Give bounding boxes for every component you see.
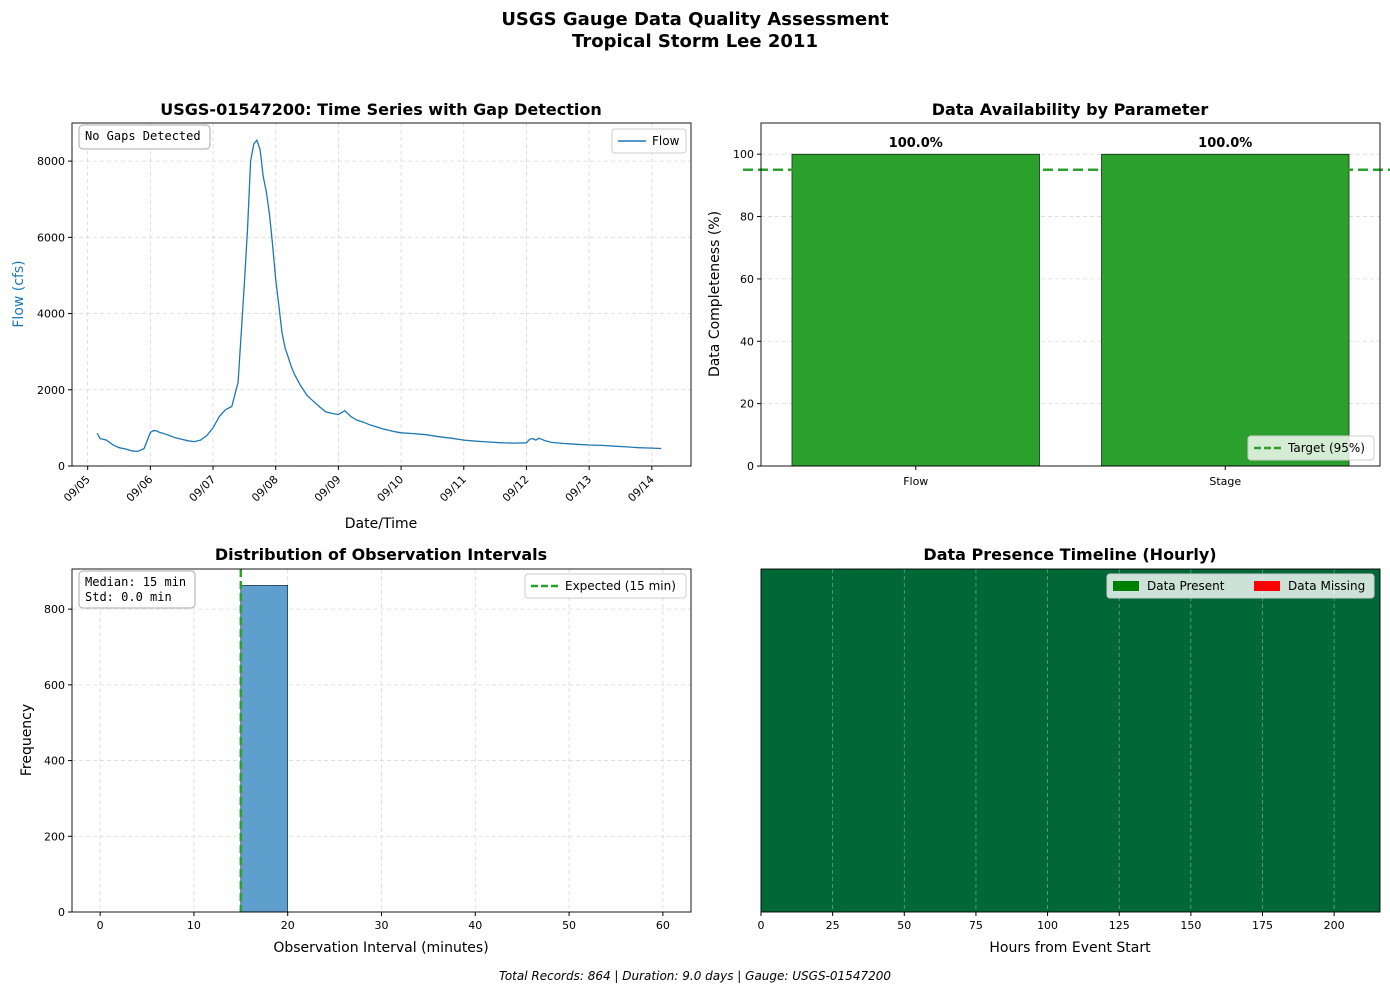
availability-x-tick-label: Stage [1209,475,1241,488]
availability-chart-title: Data Availability by Parameter [932,100,1209,119]
interval-stats-annotation: Median: 15 min Std: 0.0 min [78,570,196,609]
flow-timeseries-panel: USGS-01547200: Time Series with Gap Dete… [11,100,692,532]
timeline-legend: Data Present Data Missing [1106,573,1375,599]
flow-y-tick-label: 6000 [37,231,65,244]
histogram-y-tick-label: 0 [58,906,65,919]
data-present-region [761,569,1380,912]
flow-series-line [96,138,662,453]
timeline-chart-title: Data Presence Timeline (Hourly) [923,545,1216,564]
flow-legend-label: Flow [652,134,680,148]
flow-y-axis-label: Flow (cfs) [11,260,27,327]
flow-y-tick-label: 8000 [37,155,65,168]
flow-x-tick-label: 09/09 [312,473,344,505]
availability-y-tick-label: 80 [740,211,754,224]
histogram-x-tick-label: 50 [562,919,576,932]
data-present-legend-label: Data Present [1147,579,1225,593]
histogram-bar [240,585,288,913]
histogram-x-tick-label: 60 [656,919,670,932]
timeline-x-tick-label: 0 [758,919,765,932]
histogram-y-tick-label: 400 [44,755,65,768]
availability-y-tick-label: 60 [740,273,754,286]
availability-y-tick-label: 0 [747,460,754,473]
flow-x-tick-label: 09/07 [187,473,219,505]
flow-x-tick-label: 09/11 [437,473,469,505]
histogram-x-tick-label: 20 [281,919,295,932]
timeline-x-tick-label: 125 [1109,919,1130,932]
data-missing-legend-swatch [1254,581,1280,591]
median-stat-text: Median: 15 min [85,575,186,589]
histogram-x-tick-label: 0 [97,919,104,932]
flow-x-tick-label: 09/08 [249,473,281,505]
figure-title-line2: Tropical Storm Lee 2011 [572,31,818,52]
availability-y-tick-label: 20 [740,398,754,411]
timeline-x-axis-label: Hours from Event Start [989,940,1151,956]
flow-legend: Flow [611,128,687,154]
histogram-y-tick-label: 800 [44,603,65,616]
availability-panel: Data Availability by Parameter 100.0% 100… [707,100,1390,488]
availability-y-axis-label: Data Completeness (%) [707,211,723,377]
histogram-legend: Expected (15 min) [524,573,687,599]
timeline-plot-frame [760,568,1381,913]
histogram-x-tick-label: 10 [187,919,201,932]
flow-chart-title: USGS-01547200: Time Series with Gap Dete… [160,100,602,119]
availability-x-tick-label: Flow [903,475,928,488]
flow-x-tick-label: 09/13 [563,473,595,505]
availability-plot-frame [760,122,1381,467]
figure-footer: Total Records: 864 | Duration: 9.0 days … [499,969,891,983]
availability-bar-flow [791,153,1040,467]
availability-legend: Target (95%) [1247,435,1375,461]
histogram-chart-title: Distribution of Observation Intervals [215,545,547,564]
timeline-x-tick-label: 25 [826,919,840,932]
no-gaps-annotation-text: No Gaps Detected [85,129,201,143]
histogram-y-tick-label: 200 [44,830,65,843]
availability-bar-value-label: 100.0% [1198,136,1252,151]
availability-bar-stage [1101,153,1350,467]
timeline-x-tick-label: 100 [1037,919,1058,932]
figure-title-line1: USGS Gauge Data Quality Assessment [501,9,889,30]
histogram-x-tick-label: 40 [468,919,482,932]
timeline-x-tick-label: 75 [969,919,983,932]
flow-x-tick-label: 09/06 [124,473,156,505]
target-legend-label: Target (95%) [1287,441,1365,455]
histogram-x-axis-label: Observation Interval (minutes) [273,940,488,956]
timeline-x-tick-label: 150 [1180,919,1201,932]
histogram-y-tick-label: 600 [44,679,65,692]
flow-plot-frame [71,122,692,467]
presence-timeline-panel: Data Presence Timeline (Hourly) 0 25 50 75 1… [758,545,1381,956]
interval-histogram-panel: Distribution of Observation Intervals 0 1… [19,545,692,956]
no-gaps-annotation: No Gaps Detected [78,124,211,150]
flow-y-tick-label: 2000 [37,384,65,397]
flow-x-tick-label: 09/12 [500,473,532,505]
histogram-y-axis-label: Frequency [19,704,35,776]
std-stat-text: Std: 0.0 min [85,590,172,604]
availability-y-tick-label: 100 [733,148,754,161]
flow-x-axis-label: Date/Time [345,516,417,532]
data-missing-legend-label: Data Missing [1288,579,1365,593]
availability-bar-value-label: 100.0% [889,136,943,151]
flow-x-tick-label: 09/14 [625,473,657,505]
flow-y-tick-label: 4000 [37,308,65,321]
availability-y-tick-label: 40 [740,335,754,348]
flow-x-tick-label: 09/10 [375,473,407,505]
timeline-x-tick-label: 200 [1324,919,1345,932]
expected-legend-label: Expected (15 min) [565,579,676,593]
histogram-x-tick-label: 30 [375,919,389,932]
flow-y-tick-label: 0 [58,460,65,473]
flow-x-tick-label: 09/05 [61,473,93,505]
timeline-x-tick-label: 175 [1252,919,1273,932]
data-present-legend-swatch [1113,581,1139,591]
timeline-x-tick-label: 50 [897,919,911,932]
